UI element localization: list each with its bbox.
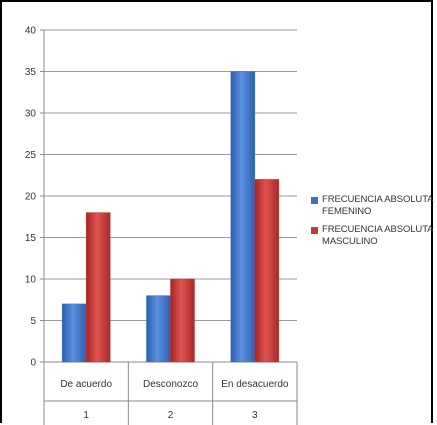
bar-femenino-1 [61,303,87,363]
x-category-label: De acuerdo [60,379,112,390]
x-category-label: En desacuerdo [221,379,289,390]
bar-femenino-3 [230,71,256,363]
x-axis: De acuerdo 1 Desconozco 2 En desacuerdo 3 [43,362,298,425]
y-tick-label: 5 [30,316,36,327]
legend-item-masculino: FRECUENCIA ABSOLUTA MASCULINO [311,224,435,248]
x-category-label: Desconozco [143,379,198,390]
y-tick-label: 15 [25,233,37,244]
legend-label-femenino: FRECUENCIA ABSOLUTA FEMENINO [322,194,433,217]
y-tick-label: 20 [25,192,37,203]
y-tick-label: 0 [30,358,36,369]
y-tick-label: 30 [25,109,37,120]
bar-masculino-1 [85,212,111,363]
x-category-number: 3 [252,410,258,421]
legend: FRECUENCIA ABSOLUTA FEMENINO FRECUENCIA … [311,194,435,254]
bar-femenino-2 [146,295,171,363]
y-tick-label: 35 [25,67,37,78]
bar-masculino-3 [254,179,280,363]
legend-swatch-masculino [311,227,318,234]
y-tick-label: 25 [25,150,37,161]
y-axis-ticks: 0 5 10 15 20 25 30 35 40 [25,26,37,369]
x-category-number: 1 [83,410,89,421]
bar-masculino-2 [170,278,195,363]
legend-item-femenino: FRECUENCIA ABSOLUTA FEMENINO [311,194,435,218]
legend-swatch-femenino [311,197,318,204]
legend-label-masculino: FRECUENCIA ABSOLUTA MASCULINO [322,224,433,247]
x-category-number: 2 [168,410,174,421]
bars [61,71,280,363]
y-tick-label: 40 [25,26,37,37]
y-tick-label: 10 [25,275,37,286]
